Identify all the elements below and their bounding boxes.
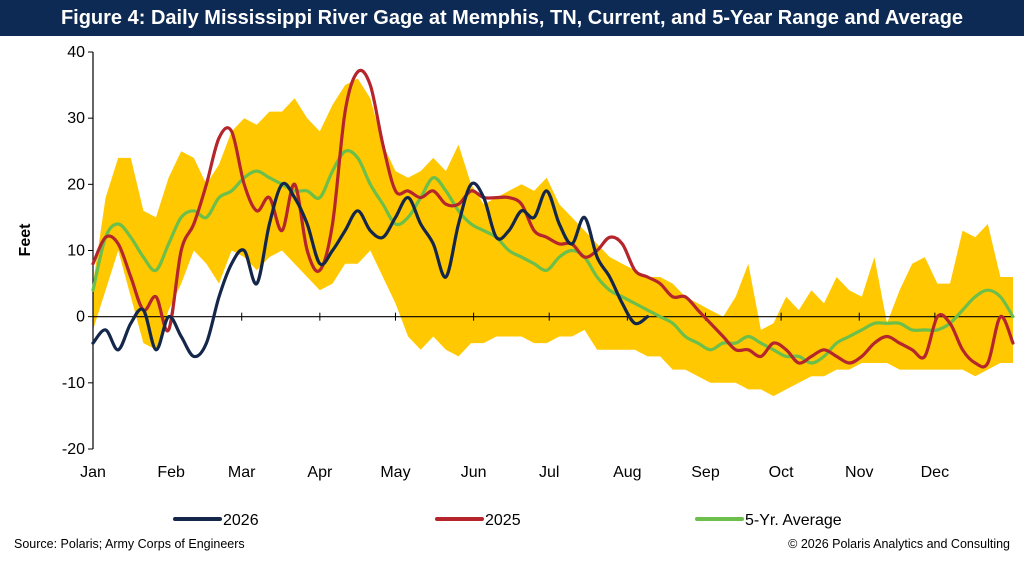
copyright-note: © 2026 Polaris Analytics and Consulting — [788, 537, 1010, 551]
x-tick-label: Apr — [307, 464, 333, 481]
legend-label: 2026 — [223, 512, 259, 529]
series-line-2026 — [91, 181, 650, 359]
x-tick-label: Jun — [461, 464, 487, 481]
x-tick-label: May — [380, 464, 410, 481]
y-tick-label: -20 — [62, 441, 85, 458]
y-axis-label: Feet — [17, 223, 34, 257]
x-tick-label: Jan — [80, 464, 106, 481]
x-tick-label: Dec — [921, 464, 949, 481]
x-tick-label: Mar — [228, 464, 256, 481]
chart-plot: -20 -10 0 10 20 30 40 Jan Feb Mar Apr May Jun Jul Aug S… — [17, 44, 1015, 529]
series-layer — [91, 68, 1015, 369]
axes-layer: -20 -10 0 10 20 30 40 Jan Feb Mar Apr May Jun Jul Aug S… — [62, 44, 1013, 481]
range-band — [93, 78, 1013, 397]
y-tick-label: 20 — [67, 176, 85, 193]
x-tick-label: Jul — [539, 464, 559, 481]
y-tick-label: -10 — [62, 375, 85, 392]
source-note: Source: Polaris; Army Corps of Engineers — [14, 537, 245, 551]
title-bar — [0, 0, 1024, 36]
legend: 2026 2025 5-Yr. Average — [173, 512, 842, 529]
x-tick-label: Aug — [613, 464, 641, 481]
series-line-5-yr-average — [91, 148, 1015, 365]
y-tick-label: 10 — [67, 243, 85, 260]
legend-label: 2025 — [485, 512, 521, 529]
y-tick-label: 0 — [76, 309, 85, 326]
chart-title: Figure 4: Daily Mississippi River Gage a… — [60, 7, 964, 29]
y-tick-label: 30 — [67, 110, 85, 127]
legend-label: 5-Yr. Average — [745, 512, 842, 529]
x-tick-label: Sep — [691, 464, 720, 481]
range-band-layer — [93, 78, 1013, 397]
x-tick-label: Oct — [769, 464, 794, 481]
series-line-2025 — [91, 68, 1015, 369]
y-tick-label: 40 — [67, 44, 85, 61]
x-tick-label: Nov — [845, 464, 873, 481]
x-tick-label: Feb — [157, 464, 185, 481]
